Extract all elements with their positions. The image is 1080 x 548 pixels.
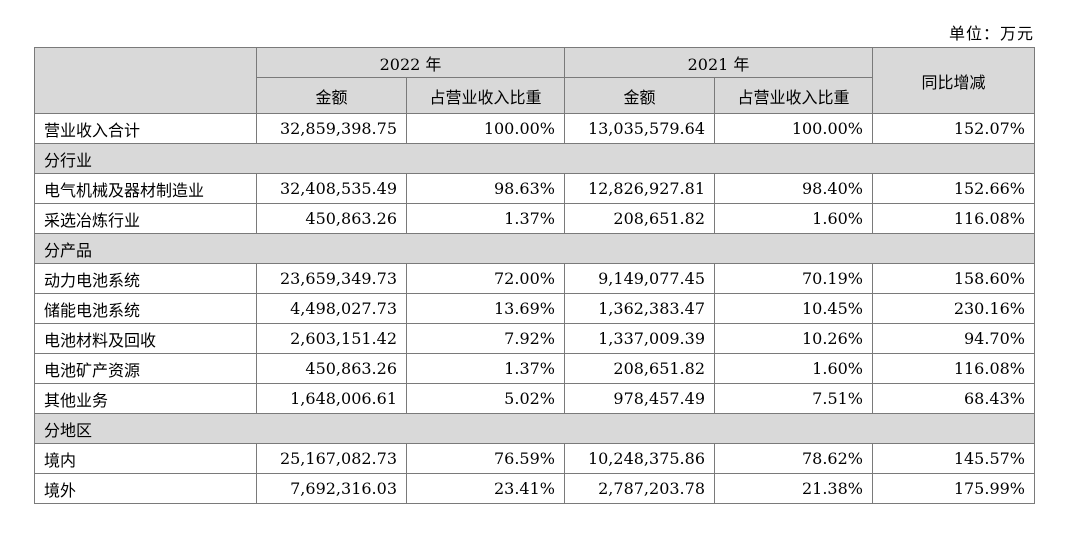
ratio-2022-cell: 13.69% — [406, 293, 565, 324]
header-ratio-2021: 占营业收入比重 — [714, 77, 873, 114]
header-amount-2022: 金额 — [256, 77, 407, 114]
amount-2021-cell: 1,362,383.47 — [564, 293, 715, 324]
table-row: 电池材料及回收 2,603,151.42 7.92% 1,337,009.39 … — [34, 323, 1035, 354]
amount-2022-cell: 25,167,082.73 — [256, 443, 407, 474]
ratio-2021-cell: 1.60% — [714, 203, 873, 234]
ratio-2021-cell: 100.00% — [714, 113, 873, 144]
ratio-2022-cell: 7.92% — [406, 323, 565, 354]
ratio-2021-cell: 78.62% — [714, 443, 873, 474]
amount-2022-cell: 4,498,027.73 — [256, 293, 407, 324]
section-title: 分产品 — [34, 233, 1035, 264]
table-row: 境内 25,167,082.73 76.59% 10,248,375.86 78… — [34, 443, 1035, 474]
header-blank-cell — [34, 47, 257, 114]
amount-2021-cell: 1,337,009.39 — [564, 323, 715, 354]
ratio-2022-cell: 100.00% — [406, 113, 565, 144]
section-header-row: 分行业 — [34, 143, 1035, 174]
amount-2021-cell: 12,826,927.81 — [564, 173, 715, 204]
table-row: 电池矿产资源 450,863.26 1.37% 208,651.82 1.60%… — [34, 353, 1035, 384]
row-label: 境内 — [34, 443, 257, 474]
amount-2021-cell: 2,787,203.78 — [564, 473, 715, 504]
ratio-2022-cell: 5.02% — [406, 383, 565, 414]
row-label: 电气机械及器材制造业 — [34, 173, 257, 204]
ratio-2021-cell: 7.51% — [714, 383, 873, 414]
ratio-2022-cell: 98.63% — [406, 173, 565, 204]
header-year-2021: 2021 年 — [564, 47, 873, 78]
yoy-cell: 152.66% — [872, 173, 1035, 204]
header-yoy: 同比增减 — [872, 47, 1035, 114]
row-label: 境外 — [34, 473, 257, 504]
yoy-cell: 94.70% — [872, 323, 1035, 354]
yoy-cell: 68.43% — [872, 383, 1035, 414]
amount-2021-cell: 10,248,375.86 — [564, 443, 715, 474]
section-title: 分地区 — [34, 413, 1035, 444]
yoy-cell: 116.08% — [872, 353, 1035, 384]
amount-2022-cell: 32,408,535.49 — [256, 173, 407, 204]
ratio-2021-cell: 98.40% — [714, 173, 873, 204]
ratio-2021-cell: 10.45% — [714, 293, 873, 324]
amount-2022-cell: 1,648,006.61 — [256, 383, 407, 414]
row-label: 营业收入合计 — [34, 113, 257, 144]
table-row: 境外 7,692,316.03 23.41% 2,787,203.78 21.3… — [34, 473, 1035, 504]
header-amount-2021: 金额 — [564, 77, 715, 114]
section-header-row: 分地区 — [34, 413, 1035, 444]
unit-note: 单位：万元 — [948, 24, 1034, 43]
row-label: 动力电池系统 — [34, 263, 257, 294]
amount-2022-cell: 450,863.26 — [256, 203, 407, 234]
ratio-2022-cell: 72.00% — [406, 263, 565, 294]
row-label: 电池材料及回收 — [34, 323, 257, 354]
yoy-cell: 152.07% — [872, 113, 1035, 144]
amount-2022-cell: 23,659,349.73 — [256, 263, 407, 294]
yoy-cell: 175.99% — [872, 473, 1035, 504]
section-header-row: 分产品 — [34, 233, 1035, 264]
amount-2021-cell: 208,651.82 — [564, 203, 715, 234]
yoy-cell: 116.08% — [872, 203, 1035, 234]
row-label: 采选冶炼行业 — [34, 203, 257, 234]
amount-2021-cell: 9,149,077.45 — [564, 263, 715, 294]
ratio-2021-cell: 1.60% — [714, 353, 873, 384]
amount-2022-cell: 450,863.26 — [256, 353, 407, 384]
ratio-2022-cell: 1.37% — [406, 353, 565, 384]
table-row: 动力电池系统 23,659,349.73 72.00% 9,149,077.45… — [34, 263, 1035, 294]
yoy-cell: 158.60% — [872, 263, 1035, 294]
row-label: 电池矿产资源 — [34, 353, 257, 384]
table-row: 其他业务 1,648,006.61 5.02% 978,457.49 7.51%… — [34, 383, 1035, 414]
amount-2022-cell: 7,692,316.03 — [256, 473, 407, 504]
table-header: 2022 年 2021 年 同比增减 金额 占营业收入比重 金额 占营业收入比重 — [34, 47, 1035, 114]
yoy-cell: 145.57% — [872, 443, 1035, 474]
table-row: 电气机械及器材制造业 32,408,535.49 98.63% 12,826,9… — [34, 173, 1035, 204]
amount-2022-cell: 32,859,398.75 — [256, 113, 407, 144]
amount-2022-cell: 2,603,151.42 — [256, 323, 407, 354]
total-row: 营业收入合计 32,859,398.75 100.00% 13,035,579.… — [34, 113, 1035, 144]
table-row: 采选冶炼行业 450,863.26 1.37% 208,651.82 1.60%… — [34, 203, 1035, 234]
revenue-table: 2022 年 2021 年 同比增减 金额 占营业收入比重 金额 占营业收入比重… — [34, 47, 1035, 504]
yoy-cell: 230.16% — [872, 293, 1035, 324]
section-title: 分行业 — [34, 143, 1035, 174]
table-row: 储能电池系统 4,498,027.73 13.69% 1,362,383.47 … — [34, 293, 1035, 324]
ratio-2022-cell: 76.59% — [406, 443, 565, 474]
ratio-2021-cell: 21.38% — [714, 473, 873, 504]
ratio-2021-cell: 10.26% — [714, 323, 873, 354]
ratio-2022-cell: 1.37% — [406, 203, 565, 234]
header-ratio-2022: 占营业收入比重 — [406, 77, 565, 114]
row-label: 其他业务 — [34, 383, 257, 414]
amount-2021-cell: 13,035,579.64 — [564, 113, 715, 144]
ratio-2021-cell: 70.19% — [714, 263, 873, 294]
ratio-2022-cell: 23.41% — [406, 473, 565, 504]
header-year-2022: 2022 年 — [256, 47, 565, 78]
amount-2021-cell: 208,651.82 — [564, 353, 715, 384]
amount-2021-cell: 978,457.49 — [564, 383, 715, 414]
row-label: 储能电池系统 — [34, 293, 257, 324]
